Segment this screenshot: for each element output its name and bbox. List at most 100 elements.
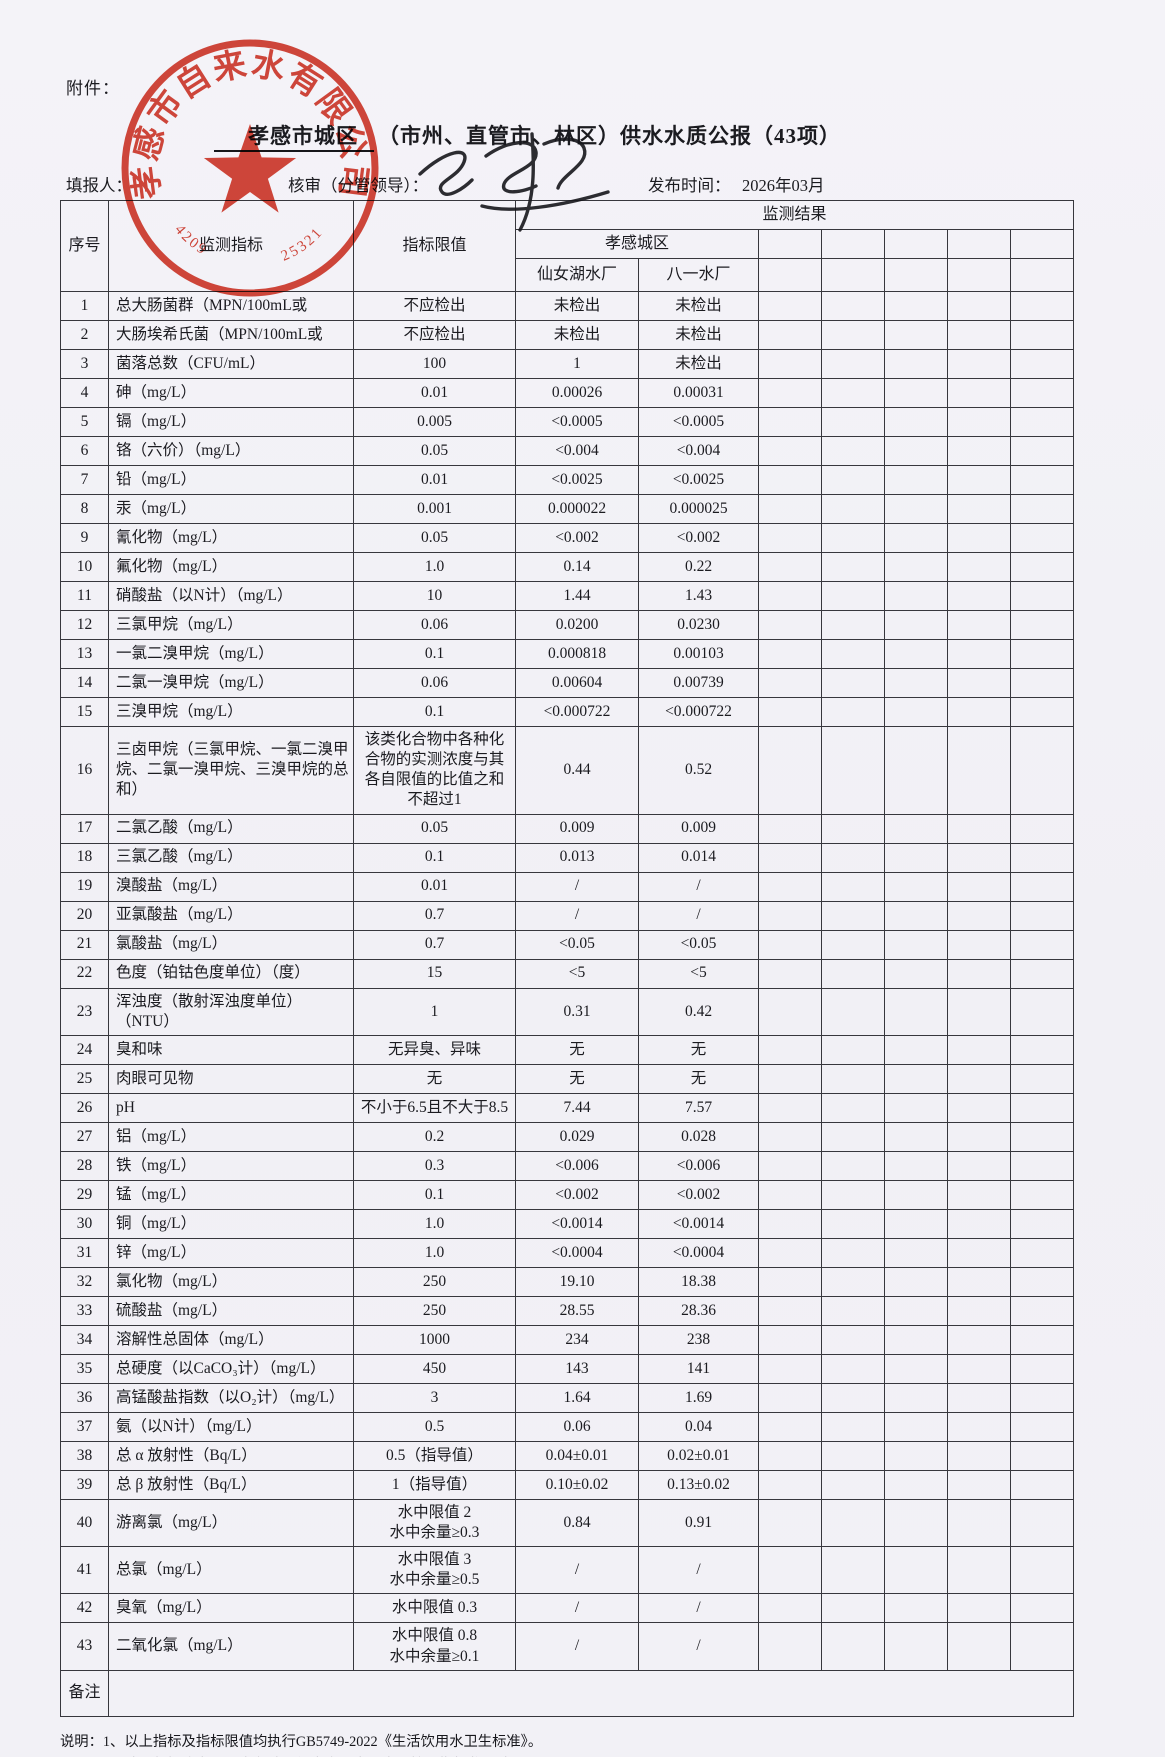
row-empty-cell [821, 1266, 885, 1297]
table-row: 19 溴酸盐（mg/L） 0.01// [60, 871, 1074, 902]
table-row: 40 游离氯（mg/L） 水中限值 2 水中余量≥0.3 0.84 0.91 [60, 1498, 1074, 1548]
row-empty-cell [758, 668, 822, 698]
row-empty-cell [884, 1411, 948, 1442]
row-no: 40 [60, 1498, 109, 1548]
row-value-bayi: / [638, 871, 759, 902]
row-empty-cell [947, 1353, 1011, 1384]
row-empty-cell [1010, 726, 1074, 815]
row-indicator: 总硬度（以CaCO₃计）（mg/L） [108, 1353, 354, 1384]
row-indicator: 三溴甲烷（mg/L） [108, 697, 354, 727]
row-empty-cell [758, 900, 822, 931]
row-value-xiannvhu: 未检出 [515, 291, 639, 321]
row-empty-cell [884, 407, 948, 437]
publish-time-value: 2026年03月 [742, 176, 825, 195]
row-value-bayi: <0.002 [638, 1179, 759, 1210]
row-empty-cell [1010, 1440, 1074, 1471]
row-limit: 无 [353, 1063, 516, 1094]
row-empty-cell [947, 610, 1011, 640]
row-value-bayi: 0.009 [638, 813, 759, 844]
row-no: 41 [60, 1546, 109, 1595]
row-value-xiannvhu: <0.004 [515, 436, 639, 466]
row-no: 1 [60, 291, 109, 321]
row-empty-cell [758, 871, 822, 902]
row-indicator: 硫酸盐（mg/L） [108, 1295, 354, 1326]
row-value-xiannvhu: 0.84 [515, 1498, 639, 1548]
row-empty-cell [758, 523, 822, 553]
row-empty-cell [758, 813, 822, 844]
row-empty-cell [758, 494, 822, 524]
row-empty-cell [947, 958, 1011, 989]
row-empty-cell [758, 1622, 822, 1671]
row-indicator: 色度（铂钴色度单位）（度） [108, 958, 354, 989]
row-value-bayi: 1.69 [638, 1382, 759, 1413]
table-row: 27 铝（mg/L） 0.2 0.029 0.028 [60, 1121, 1074, 1152]
row-no: 30 [60, 1208, 109, 1239]
table-row: 12 三氯甲烷（mg/L） 0.06 0.0200 0.0230 [60, 610, 1074, 640]
row-empty-cell [947, 726, 1011, 815]
row-empty-cell [884, 929, 948, 960]
row-no: 27 [60, 1121, 109, 1152]
title-rest: （市州、直管市、林区）供水水质公报（43项） [378, 124, 841, 148]
row-empty-cell [758, 1237, 822, 1268]
row-limit: 0.2 [353, 1121, 516, 1152]
row-indicator: 铁（mg/L） [108, 1150, 354, 1181]
row-empty-cell [821, 813, 885, 844]
table-row: 18 三氯乙酸（mg/L） 0.1 0.013 0.014 [60, 842, 1074, 873]
row-value-bayi: 238 [638, 1324, 759, 1355]
row-empty-cell [1010, 291, 1074, 321]
row-empty-cell [884, 1237, 948, 1268]
row-limit: 250 [353, 1295, 516, 1326]
row-limit: 0.7 [353, 929, 516, 960]
row-empty-cell [947, 1324, 1011, 1355]
row-empty-cell [758, 436, 822, 466]
row-value-xiannvhu: 28.55 [515, 1295, 639, 1326]
table-row: 35 总硬度（以CaCO₃计）（mg/L） 450 143 141 [60, 1353, 1074, 1384]
row-empty-cell [758, 1469, 822, 1500]
row-value-bayi: <0.004 [638, 436, 759, 466]
row-value-bayi: <0.0005 [638, 407, 759, 437]
row-indicator: 三卤甲烷（三氯甲烷、一氯二溴甲烷、二氯一溴甲烷、三溴甲烷的总和） [108, 726, 354, 815]
row-empty-cell [947, 349, 1011, 379]
row-empty-cell [1010, 697, 1074, 727]
table-row: 4 砷（mg/L） 0.01 0.00026 0.00031 [60, 378, 1074, 408]
row-empty-cell [1010, 552, 1074, 582]
header-row-2: 孝感城区 [61, 229, 1074, 259]
row-empty-cell [884, 900, 948, 931]
row-limit: 0.01 [353, 378, 516, 408]
remark-content [108, 1669, 1074, 1717]
row-indicator: 二氯乙酸（mg/L） [108, 813, 354, 844]
table-row: 8 汞（mg/L） 0.001 0.000022 0.000025 [60, 494, 1074, 524]
table-row: 14 二氯一溴甲烷（mg/L） 0.06 0.00604 0.00739 [60, 668, 1074, 698]
table-row: 16 三卤甲烷（三氯甲烷、一氯二溴甲烷、二氯一溴甲烷、三溴甲烷的总和） 该类化合物中… [60, 726, 1074, 815]
row-empty-cell [947, 1622, 1011, 1671]
row-empty-cell [821, 407, 885, 437]
row-value-xiannvhu: 0.000818 [515, 639, 639, 669]
row-empty-cell [758, 378, 822, 408]
row-value-xiannvhu: <5 [515, 958, 639, 989]
table-row: 42 臭氧（mg/L） 水中限值 0.3// [60, 1593, 1074, 1624]
header-empty-cell [884, 229, 948, 259]
row-empty-cell [947, 1382, 1011, 1413]
row-empty-cell [758, 697, 822, 727]
row-no: 9 [60, 523, 109, 553]
row-value-xiannvhu: 0.31 [515, 987, 639, 1036]
row-no: 43 [60, 1622, 109, 1671]
row-empty-cell [821, 320, 885, 350]
row-empty-cell [1010, 1593, 1074, 1624]
row-empty-cell [821, 639, 885, 669]
row-indicator: 铝（mg/L） [108, 1121, 354, 1152]
row-empty-cell [1010, 987, 1074, 1036]
row-empty-cell [947, 813, 1011, 844]
table-row: 10 氟化物（mg/L） 1.0 0.14 0.22 [60, 552, 1074, 582]
row-empty-cell [821, 958, 885, 989]
row-empty-cell [821, 900, 885, 931]
row-no: 14 [60, 668, 109, 698]
table-row: 30 铜（mg/L） 1.0 <0.0014 <0.0014 [60, 1208, 1074, 1239]
row-no: 23 [60, 987, 109, 1036]
row-value-bayi: <5 [638, 958, 759, 989]
row-value-bayi: 0.000025 [638, 494, 759, 524]
row-empty-cell [884, 494, 948, 524]
remark-label: 备注 [60, 1669, 109, 1717]
row-empty-cell [1010, 1237, 1074, 1268]
row-value-bayi: <0.0025 [638, 465, 759, 495]
